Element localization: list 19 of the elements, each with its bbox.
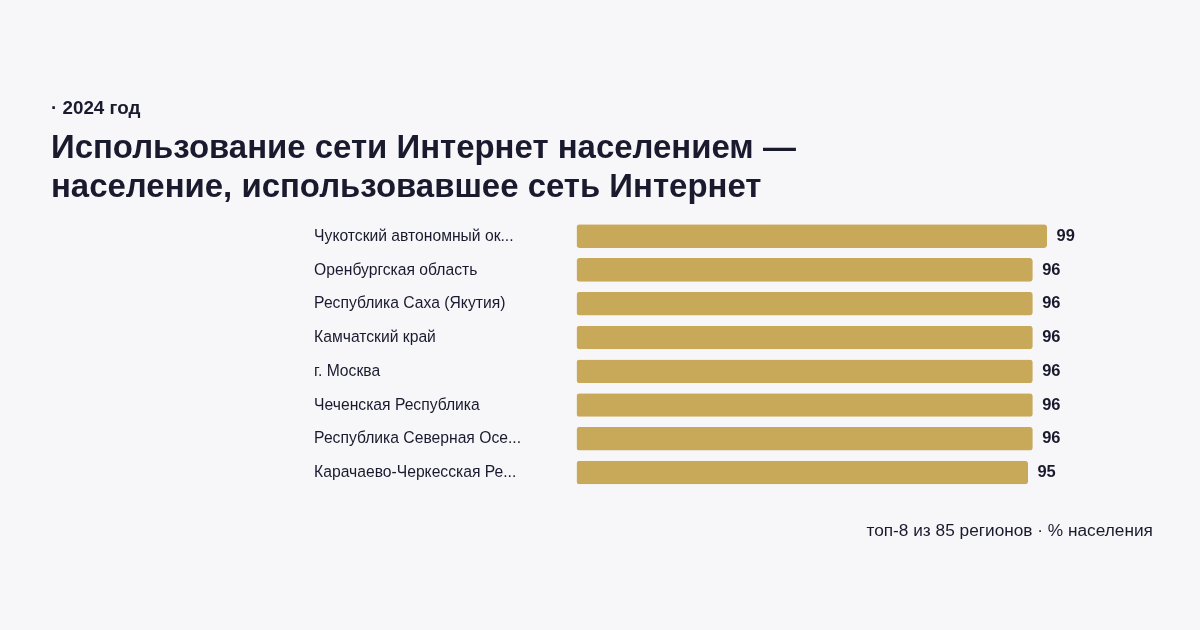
y-tick-label: Камчатский край [314,328,436,346]
y-tick-label: Республика Северная Осе... [314,429,522,447]
data-label: 95 [1037,462,1056,481]
y-tick-label: г. Москва [314,361,381,379]
text: · 2024 год [50,97,141,119]
data-label: 96 [1042,394,1061,413]
y-tick-label: Оренбургская область [314,260,478,278]
y-tick-label: Республика Саха (Якутия) [314,294,506,312]
data-label: 96 [1042,293,1061,312]
text: топ-8 из 85 регионов · % населения [866,520,1153,541]
y-tick-label: Чеченская Республика [314,395,481,413]
y-tick-label: Чукотский автономный ок... [314,226,514,244]
data-label: 96 [1042,428,1061,447]
data-label: 96 [1042,327,1061,346]
data-label: 99 [1056,225,1075,244]
data-label: 96 [1042,259,1061,278]
y-tick-label: Карачаево-Черкесская Ре... [314,463,517,481]
data-label: 96 [1042,360,1061,379]
chart-title: Использование сети Интернет населением — население, использовавшее сеть Интернет [50,128,796,205]
